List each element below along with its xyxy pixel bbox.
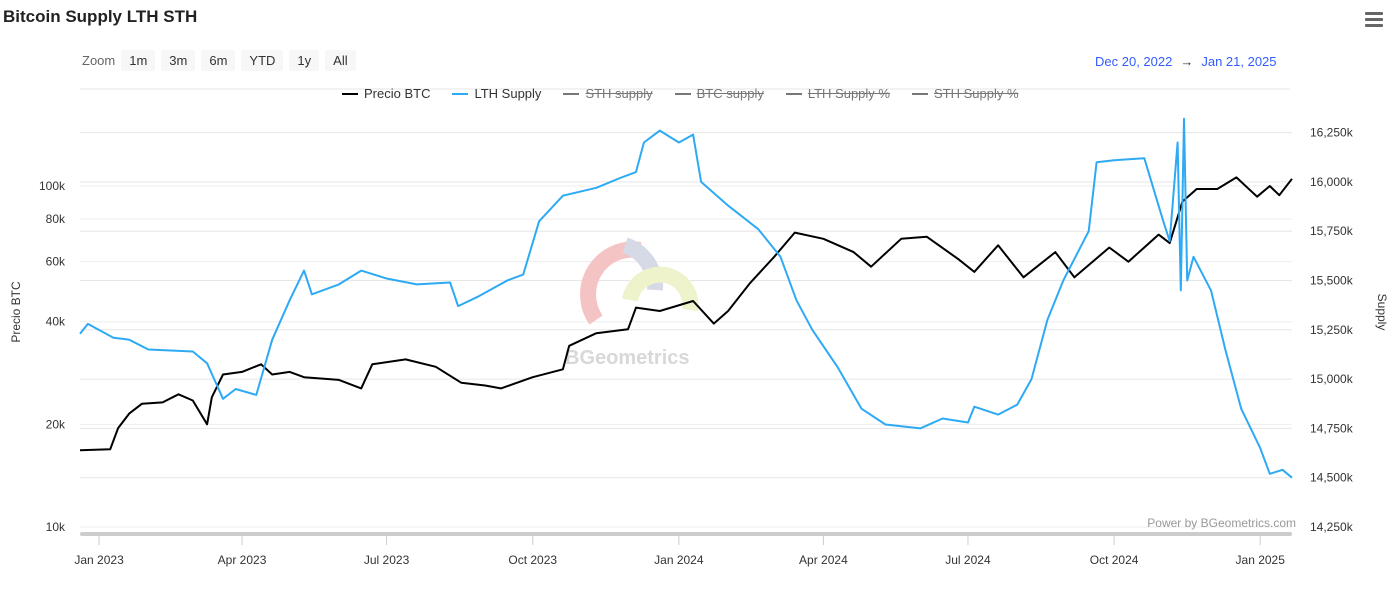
x-tick-label: Jan 2025 (1236, 553, 1286, 567)
y-left-axis-title: Precio BTC (9, 281, 23, 343)
legend-item[interactable]: STH supply (563, 86, 653, 101)
series-line-lth-supply (79, 117, 1293, 479)
legend-swatch (452, 92, 469, 95)
y-right-tick-label: 16,250k (1310, 126, 1354, 140)
zoom-1y-button[interactable]: 1y (289, 50, 320, 71)
zoom-ytd-button[interactable]: YTD (241, 50, 284, 71)
date-range: Dec 20, 2022 → Jan 21, 2025 (1095, 54, 1277, 69)
y-right-tick-label: 14,750k (1310, 421, 1354, 435)
zoom-controls: Zoom 1m 3m 6m YTD 1y All (82, 50, 362, 71)
legend: Precio BTC LTH Supply STH supply BTC supply… (342, 86, 1041, 101)
watermark-logo (621, 237, 664, 291)
legend-swatch (342, 92, 358, 95)
zoom-3m-button[interactable]: 3m (161, 50, 196, 71)
navigator-scrollbar[interactable] (80, 532, 1292, 536)
legend-swatch (563, 92, 580, 95)
x-tick-label: Oct 2024 (1090, 553, 1139, 567)
legend-label: STH supply (585, 86, 653, 101)
y-left-tick-label: 10k (46, 520, 66, 534)
legend-item[interactable]: LTH Supply % (785, 86, 890, 101)
chart-title: Bitcoin Supply LTH STH (3, 7, 198, 26)
y-left-tick-label: 80k (46, 212, 66, 226)
x-tick-label: Jan 2024 (654, 553, 704, 567)
y-right-tick-label: 15,500k (1310, 274, 1354, 288)
x-tick-label: Oct 2023 (508, 553, 557, 567)
x-tick-label: Jan 2023 (74, 553, 124, 567)
x-tick-label: Apr 2024 (799, 553, 848, 567)
y-left-tick-label: 40k (46, 315, 66, 329)
y-right-tick-label: 15,000k (1310, 372, 1354, 386)
y-right-tick-label: 14,250k (1310, 520, 1354, 534)
y-right-tick-label: 15,250k (1310, 323, 1354, 337)
legend-swatch (785, 92, 802, 95)
legend-swatch (674, 92, 691, 95)
legend-label: LTH Supply (474, 86, 542, 101)
x-tick-label: Jul 2023 (364, 553, 410, 567)
y-left-tick-label: 60k (46, 255, 66, 269)
range-from-input[interactable]: Dec 20, 2022 (1095, 54, 1173, 69)
y-right-axis-title: Supply (1375, 294, 1389, 331)
range-to-input[interactable]: Jan 21, 2025 (1201, 54, 1277, 69)
legend-item[interactable]: Precio BTC (342, 86, 430, 101)
menu-icon[interactable] (1365, 12, 1383, 30)
y-right-tick-label: 16,000k (1310, 175, 1354, 189)
legend-label: LTH Supply % (807, 86, 890, 101)
legend-item[interactable]: LTH Supply (452, 86, 541, 101)
series-line-precio-btc (79, 176, 1293, 452)
legend-item[interactable]: STH Supply % (911, 86, 1019, 101)
x-tick-label: Jul 2024 (945, 553, 991, 567)
y-right-tick-label: 14,500k (1310, 471, 1354, 485)
y-left-tick-label: 20k (46, 417, 66, 431)
zoom-1m-button[interactable]: 1m (121, 50, 156, 71)
zoom-6m-button[interactable]: 6m (201, 50, 236, 71)
legend-item[interactable]: BTC supply (674, 86, 764, 101)
range-arrow: → (1180, 54, 1194, 69)
credit-link[interactable]: Power by BGeometrics.com (1147, 516, 1296, 530)
zoom-label: Zoom (82, 53, 116, 68)
zoom-all-button[interactable]: All (325, 50, 356, 71)
y-right-tick-label: 15,750k (1310, 224, 1354, 238)
legend-label: STH Supply % (933, 86, 1019, 101)
x-tick-label: Apr 2023 (218, 553, 267, 567)
legend-label: Precio BTC (364, 86, 431, 101)
y-left-tick-label: 100k (39, 179, 66, 193)
legend-swatch (911, 92, 928, 95)
watermark-logo (622, 266, 699, 312)
legend-label: BTC supply (696, 86, 764, 101)
watermark-text: BGeometrics (565, 347, 690, 369)
